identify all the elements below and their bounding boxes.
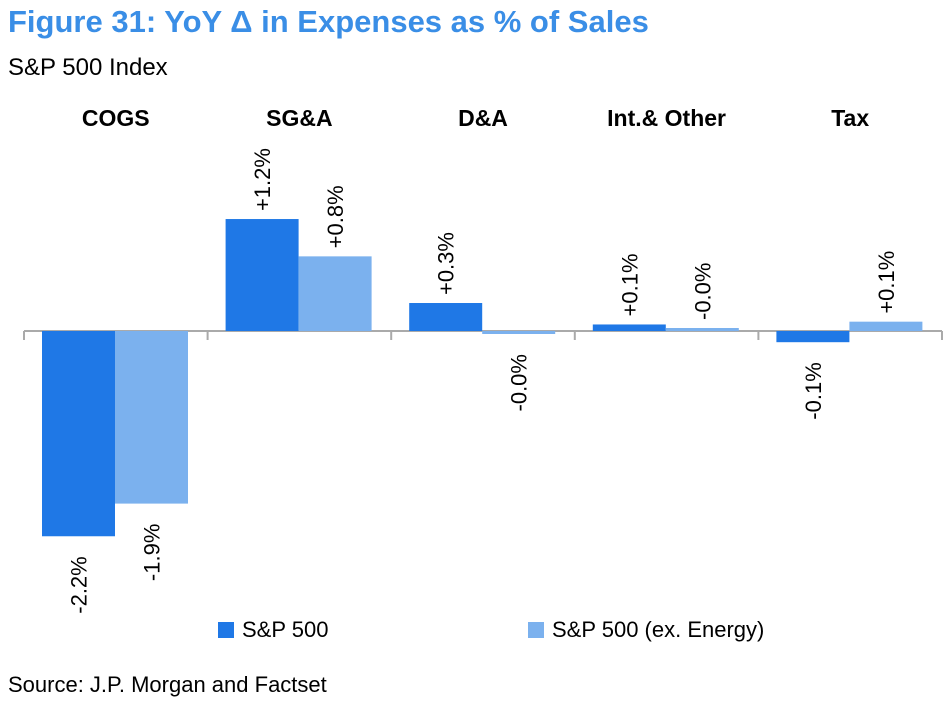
chart-subtitle: S&P 500 Index — [8, 54, 168, 81]
bar-sp500 — [42, 331, 115, 537]
data-label: -0.0% — [507, 354, 532, 411]
bar-sp500-ex-energy — [115, 331, 188, 504]
data-label: +0.3% — [434, 232, 459, 295]
data-label: -0.0% — [690, 263, 715, 320]
chart-title: Figure 31: YoY Δ in Expenses as % of Sal… — [8, 4, 649, 39]
bar-sp500 — [225, 219, 299, 331]
bar-sp500-ex-energy — [665, 328, 739, 331]
category-label: COGS — [82, 105, 150, 131]
source-note: Source: J.P. Morgan and Factset — [8, 672, 327, 697]
category-label: Tax — [831, 105, 869, 131]
legend-item-sp500-ex-energy: S&P 500 (ex. Energy) — [528, 617, 765, 642]
data-label: -0.1% — [801, 362, 826, 419]
legend-label-sp500-ex-energy: S&P 500 (ex. Energy) — [552, 617, 765, 642]
legend-item-sp500: S&P 500 — [218, 617, 329, 642]
category-label: D&A — [458, 105, 508, 131]
bar-sp500 — [409, 303, 483, 331]
legend-swatch-sp500 — [218, 622, 234, 638]
bar-sp500-ex-energy — [849, 321, 923, 331]
bar-sp500 — [776, 331, 850, 343]
data-label: +1.2% — [250, 148, 275, 211]
bar-sp500 — [592, 324, 666, 331]
data-label: -2.2% — [67, 556, 92, 613]
category-label: SG&A — [266, 105, 332, 131]
data-label: +0.1% — [617, 253, 642, 316]
legend-label-sp500: S&P 500 — [242, 617, 329, 642]
data-label: +0.1% — [874, 251, 899, 314]
data-label: -1.9% — [140, 524, 165, 581]
legend-swatch-sp500-ex-energy — [528, 622, 544, 638]
bar-sp500-ex-energy — [482, 331, 556, 334]
data-label: +0.8% — [323, 185, 348, 248]
category-label: Int.& Other — [607, 105, 726, 131]
bar-sp500-ex-energy — [298, 256, 372, 331]
